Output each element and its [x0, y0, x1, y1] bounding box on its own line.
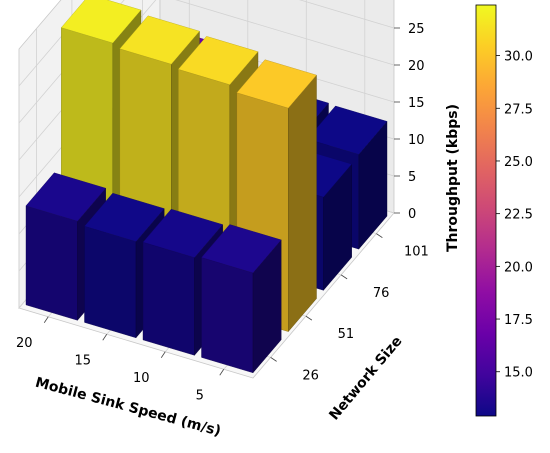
bar-top-face [306, 105, 388, 155]
y-tick-mark [376, 233, 383, 238]
x-tick-label: 10 [133, 371, 150, 386]
colorbar-tick-label: 25.0 [504, 155, 533, 170]
x-tick-label: 5 [196, 388, 204, 403]
bar-top-face [84, 192, 165, 242]
x-tick-mark [102, 334, 108, 341]
x-tick-mark [43, 316, 49, 323]
colorbar-tick-label: 27.5 [504, 102, 533, 117]
bar-top-face [201, 224, 282, 274]
colorbar-tick-label: 15.0 [504, 366, 533, 381]
bar-front-face [84, 225, 137, 339]
colorbar-tick-label: 17.5 [504, 313, 533, 328]
z-axis-label: Throughput (kbps) [445, 104, 461, 252]
y-tick-label: 26 [302, 368, 319, 383]
axis-ticks: 5101520265176101051015202530 [16, 22, 429, 403]
z-tick-label: 10 [408, 133, 425, 148]
z-tick-label: 20 [408, 59, 425, 74]
y-tick-label: 101 [404, 245, 429, 260]
y-tick-mark [340, 274, 348, 280]
z-tick-label: 5 [408, 170, 416, 185]
x-tick-label: 15 [74, 353, 91, 368]
bar-top-face [60, 0, 142, 44]
bar-side-face [288, 74, 317, 333]
bar-top-face [142, 208, 224, 258]
bar-top-face [177, 36, 259, 85]
x-axis-label: Mobile Sink Speed (m/s) [34, 375, 223, 440]
z-tick-label: 0 [408, 207, 416, 222]
colorbar-ticks: 15.0 17.5 20.0 22.5 25.0 27.5 30.0 [496, 50, 533, 381]
y-axis-label: Network Size [326, 333, 405, 423]
colorbar [475, 4, 497, 417]
bar-5-26 [201, 224, 282, 374]
y-tick-mark [270, 357, 277, 362]
y-tick-mark [305, 315, 313, 321]
x-tick-label: 20 [16, 336, 33, 351]
x-tick-mark [160, 351, 166, 358]
bar-front-face [201, 257, 254, 374]
bar-top-face [236, 59, 317, 109]
bars-group [25, 0, 388, 374]
y-tick-label: 76 [373, 286, 390, 301]
bar-top-face [119, 15, 200, 65]
colorbar-tick-label: 30.0 [504, 50, 533, 65]
colorbar-tick-label: 20.0 [504, 260, 533, 275]
colorbar-tick-label: 22.5 [504, 208, 533, 223]
z-tick-label: 25 [408, 22, 425, 37]
x-tick-mark [219, 369, 225, 376]
z-tick-label: 15 [408, 96, 425, 111]
y-tick-label: 51 [338, 327, 355, 342]
bar-front-face [142, 241, 195, 356]
bar-top-face [25, 172, 107, 222]
bar-front-face [25, 205, 78, 321]
